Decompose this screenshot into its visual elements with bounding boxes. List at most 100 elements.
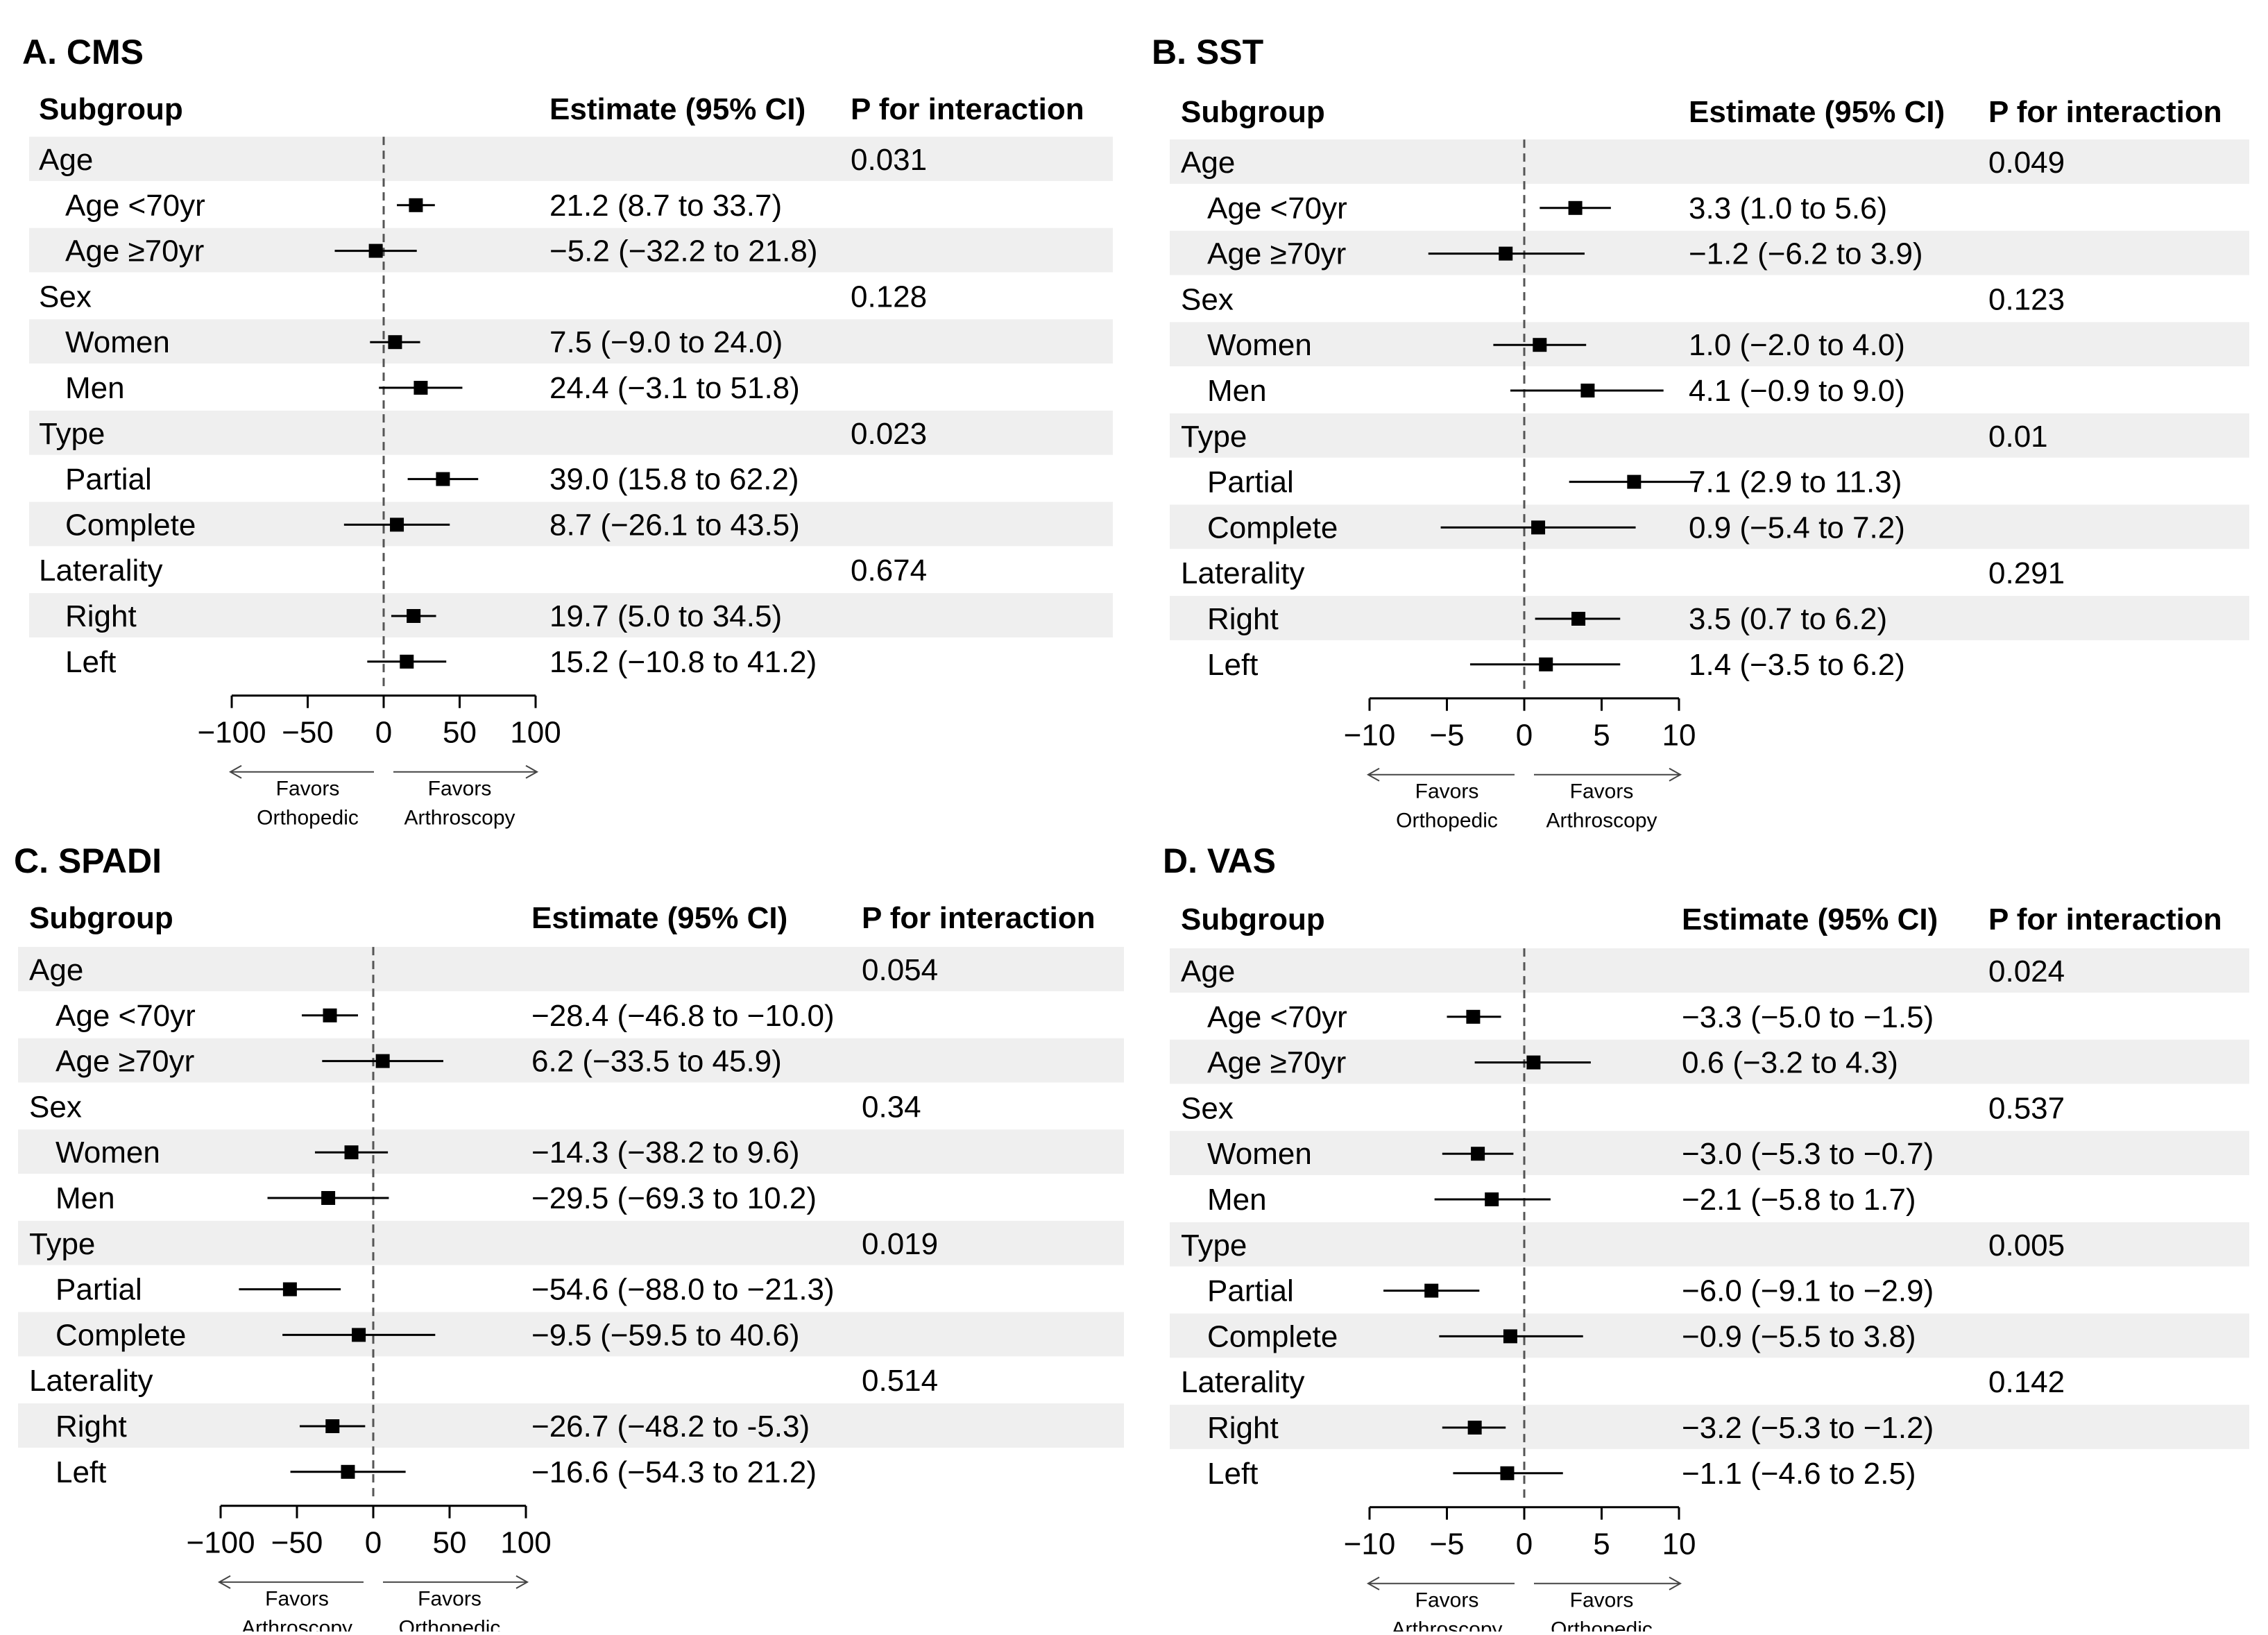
favors-right-arrow-head: [1669, 767, 1682, 782]
row-shading: [18, 1129, 1124, 1174]
row-shading: [18, 947, 1124, 991]
point-estimate: [409, 198, 423, 212]
point-estimate: [407, 609, 421, 623]
point-estimate: [1503, 1329, 1517, 1344]
estimate-ci-text: 7.1 (2.9 to 11.3): [1689, 465, 1902, 499]
point-estimate: [323, 1008, 337, 1022]
favors-left-label: Favors: [276, 778, 340, 801]
subgroup-label: Partial: [65, 463, 152, 497]
group-label: Age: [29, 953, 83, 987]
estimate-ci-text: 3.5 (0.7 to 6.2): [1689, 602, 1887, 636]
favors-left-label-line2: Arthroscopy: [1391, 1618, 1502, 1632]
subgroup-label: Left: [65, 645, 116, 679]
row-shading: [1170, 948, 2249, 993]
point-estimate: [1424, 1283, 1439, 1298]
p-interaction-value: 0.024: [1988, 955, 2065, 988]
row-shading: [1170, 1131, 2249, 1176]
subgroup-label: Men: [1207, 374, 1267, 408]
group-label: Laterality: [39, 554, 163, 588]
subgroup-label: Partial: [1207, 465, 1294, 499]
subgroup-label: Women: [56, 1136, 160, 1170]
panel-title: C. SPADI: [14, 841, 162, 880]
p-interaction-value: 0.031: [851, 143, 927, 177]
point-estimate: [1471, 1147, 1485, 1161]
favors-left-label: Favors: [265, 1588, 329, 1611]
x-tick-label: 100: [500, 1526, 551, 1560]
subgroup-label: Complete: [56, 1318, 186, 1352]
p-interaction-value: 0.049: [1988, 146, 2065, 180]
x-tick-label: 0: [1516, 719, 1533, 753]
x-tick-label: 100: [510, 716, 561, 750]
group-label: Laterality: [29, 1364, 153, 1398]
point-estimate: [1485, 1192, 1499, 1206]
row-shading: [1170, 1222, 2249, 1267]
estimate-ci-text: −54.6 (−88.0 to −21.3): [531, 1273, 835, 1307]
estimate-ci-text: 4.1 (−0.9 to 9.0): [1689, 374, 1905, 408]
p-interaction-value: 0.142: [1988, 1365, 2065, 1399]
estimate-ci-text: 19.7 (5.0 to 34.5): [549, 599, 782, 633]
point-estimate: [1571, 612, 1586, 626]
p-interaction-value: 0.674: [851, 554, 927, 588]
point-estimate: [1500, 1466, 1515, 1480]
subgroup-label: Women: [1207, 328, 1312, 362]
point-estimate: [1526, 1055, 1541, 1070]
row-shading: [29, 137, 1113, 181]
x-tick-label: −100: [186, 1526, 255, 1560]
x-tick-label: 0: [365, 1526, 382, 1560]
p-interaction-value: 0.537: [1988, 1091, 2065, 1125]
x-tick-label: −50: [271, 1526, 323, 1560]
subgroup-label: Age <70yr: [56, 999, 196, 1033]
subgroup-label: Age ≥70yr: [1207, 237, 1346, 271]
group-label: Age: [1181, 955, 1235, 988]
row-shading: [29, 502, 1113, 547]
estimate-ci-text: −9.5 (−59.5 to 40.6): [531, 1318, 800, 1352]
subgroup-label: Left: [56, 1455, 106, 1489]
header-p-interaction: P for interaction: [1988, 902, 2222, 936]
point-estimate: [352, 1328, 366, 1342]
point-estimate: [1466, 1009, 1481, 1024]
group-label: Sex: [39, 280, 92, 314]
estimate-ci-text: −3.3 (−5.0 to −1.5): [1682, 1000, 1934, 1034]
estimate-ci-text: −26.7 (−48.2 to -5.3): [531, 1410, 810, 1444]
group-label: Age: [39, 143, 93, 177]
x-tick-label: −100: [197, 716, 266, 750]
point-estimate: [1531, 520, 1546, 535]
x-tick-label: −10: [1344, 1527, 1396, 1561]
row-shading: [1170, 413, 2249, 458]
estimate-ci-text: −16.6 (−54.3 to 21.2): [531, 1455, 817, 1489]
row-shading: [1170, 1313, 2249, 1358]
row-shading: [29, 228, 1113, 273]
subgroup-label: Partial: [56, 1273, 142, 1307]
header-p-interaction: P for interaction: [1988, 95, 2222, 129]
group-label: Type: [29, 1227, 95, 1261]
row-shading: [1170, 1039, 2249, 1084]
subgroup-label: Complete: [1207, 1319, 1338, 1353]
subgroup-label: Partial: [1207, 1274, 1294, 1308]
favors-left-label-line2: Orthopedic: [257, 807, 359, 830]
estimate-ci-text: 0.6 (−3.2 to 4.3): [1682, 1046, 1898, 1080]
point-estimate: [1499, 246, 1513, 261]
forest-panel-1: A. CMS Subgroup Estimate (95% CI) P for int…: [22, 33, 1113, 830]
estimate-ci-text: −6.0 (−9.1 to −2.9): [1682, 1274, 1934, 1308]
estimate-ci-text: −3.2 (−5.3 to −1.2): [1682, 1411, 1934, 1445]
subgroup-label: Right: [65, 599, 137, 633]
header-estimate: Estimate (95% CI): [531, 901, 787, 935]
header-estimate: Estimate (95% CI): [1682, 902, 1938, 936]
favors-right-label-line2: Arthroscopy: [1546, 810, 1657, 832]
estimate-ci-text: −2.1 (−5.8 to 1.7): [1682, 1183, 1916, 1217]
x-tick-label: 5: [1593, 1527, 1610, 1561]
point-estimate: [1568, 200, 1583, 215]
group-label: Type: [39, 417, 105, 451]
p-interaction-value: 0.054: [862, 953, 938, 987]
estimate-ci-text: −5.2 (−32.2 to 21.8): [549, 234, 818, 268]
subgroup-label: Women: [65, 325, 170, 359]
header-subgroup: Subgroup: [29, 901, 173, 935]
point-estimate: [1467, 1421, 1482, 1435]
subgroup-label: Right: [56, 1410, 127, 1444]
p-interaction-value: 0.123: [1988, 282, 2065, 316]
favors-right-label-line2: Arthroscopy: [404, 807, 515, 830]
point-estimate: [1533, 338, 1547, 352]
forest-panel-3: C. SPADI Subgroup Estimate (95% CI) P for i…: [14, 841, 1124, 1635]
point-estimate: [1580, 384, 1595, 397]
